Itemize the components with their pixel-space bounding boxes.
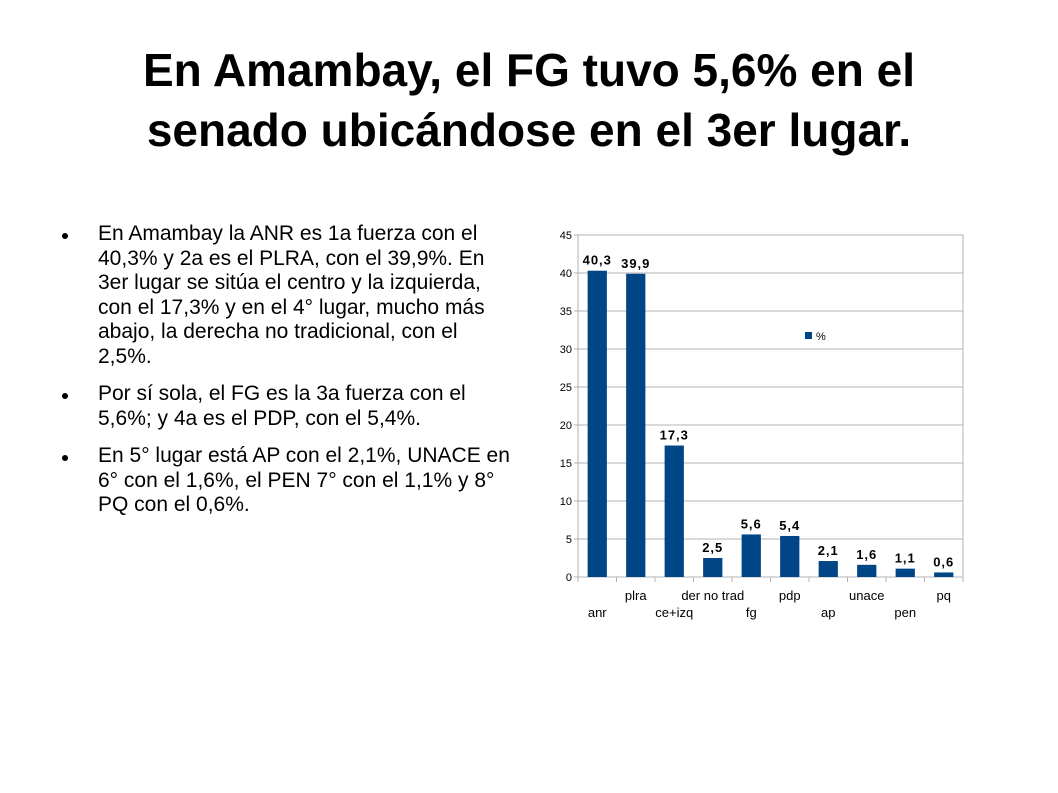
y-tick-label: 10 (560, 496, 572, 508)
x-tick-label: pq (937, 588, 951, 603)
data-label: 5,6 (741, 516, 762, 531)
bar (741, 534, 761, 577)
x-tick-label: ap (821, 605, 835, 620)
data-label: 0,6 (933, 554, 954, 569)
bar (780, 535, 800, 577)
slide-title: En Amambay, el FG tuvo 5,6% en el senado… (30, 40, 1028, 160)
y-tick-label: 30 (560, 344, 572, 356)
bullet-dot-icon (62, 233, 68, 239)
bar (895, 568, 915, 577)
y-tick-label: 5 (566, 534, 572, 546)
bullet-item: En 5° lugar está AP con el 2,1%, UNACE e… (62, 444, 512, 518)
data-label: 39,9 (621, 256, 650, 271)
y-tick-label: 25 (560, 382, 572, 394)
bar (857, 564, 877, 577)
bar (818, 561, 838, 577)
bullet-dot-icon (62, 393, 68, 399)
y-tick-label: 40 (560, 268, 572, 280)
bullet-text: En Amambay la ANR es 1a fuerza con el 40… (98, 222, 485, 368)
data-label: 17,3 (660, 428, 689, 443)
title-line-1: En Amambay, el FG tuvo 5,6% en el (142, 44, 915, 96)
x-tick-label: plra (625, 588, 647, 603)
x-tick-label: pen (894, 605, 916, 620)
title-line-2: senado ubicándose en el 3er lugar. (146, 104, 912, 156)
bar (626, 273, 646, 577)
bullet-item: En Amambay la ANR es 1a fuerza con el 40… (62, 222, 512, 369)
y-tick-label: 15 (560, 458, 572, 470)
data-label: 2,1 (818, 543, 839, 558)
legend-label: % (816, 331, 826, 343)
bullet-dot-icon (62, 455, 68, 461)
y-tick-label: 20 (560, 420, 572, 432)
x-tick-label: ce+izq (655, 605, 693, 620)
data-label: 5,4 (779, 518, 800, 533)
legend-swatch (805, 332, 812, 339)
bar (587, 270, 607, 577)
y-tick-label: 0 (566, 572, 572, 584)
y-tick-label: 35 (560, 306, 572, 318)
bar (934, 572, 954, 577)
x-tick-label: fg (746, 605, 757, 620)
bullet-item: Por sí sola, el FG es la 3a fuerza con e… (62, 382, 512, 431)
bullet-text: En 5° lugar está AP con el 2,1%, UNACE e… (98, 444, 510, 516)
x-tick-label: unace (849, 588, 884, 603)
bar-chart: 0 5 10 15 20 25 30 35 40 45 40,3 anr 39,9 plra 17,3 ce+… (560, 230, 964, 620)
data-label: 1,6 (856, 547, 877, 562)
x-tick-label: pdp (779, 588, 801, 603)
data-label: 1,1 (895, 551, 916, 566)
data-label: 40,3 (583, 253, 612, 268)
x-tick-label: der no trad (681, 588, 744, 603)
data-label: 2,5 (702, 540, 723, 555)
bar (664, 445, 684, 577)
x-tick-label: anr (588, 605, 607, 620)
y-tick-label: 45 (560, 230, 572, 242)
bar (703, 558, 723, 577)
bullet-text: Por sí sola, el FG es la 3a fuerza con e… (98, 382, 466, 430)
bullet-list: En Amambay la ANR es 1a fuerza con el 40… (62, 222, 512, 531)
